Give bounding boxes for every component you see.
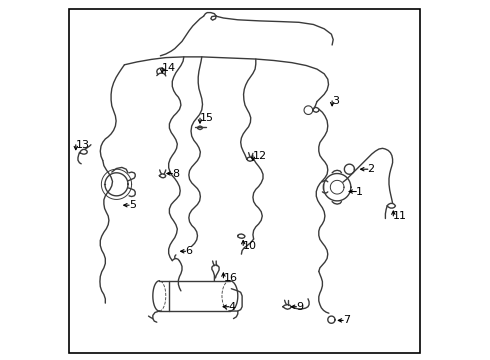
Text: 5: 5 xyxy=(129,200,136,210)
Text: 9: 9 xyxy=(296,302,304,312)
Text: 4: 4 xyxy=(229,302,236,312)
Text: 13: 13 xyxy=(76,140,90,150)
Text: 6: 6 xyxy=(186,246,193,256)
Text: 7: 7 xyxy=(343,315,350,325)
Text: 2: 2 xyxy=(368,164,374,174)
Text: 14: 14 xyxy=(162,63,176,73)
Text: 1: 1 xyxy=(356,186,363,197)
Text: 10: 10 xyxy=(243,240,257,251)
Text: 8: 8 xyxy=(172,168,179,179)
Text: 11: 11 xyxy=(393,211,407,221)
Text: 16: 16 xyxy=(223,273,237,283)
Text: 15: 15 xyxy=(200,113,214,123)
Text: 12: 12 xyxy=(253,150,267,161)
Text: 3: 3 xyxy=(332,96,339,106)
